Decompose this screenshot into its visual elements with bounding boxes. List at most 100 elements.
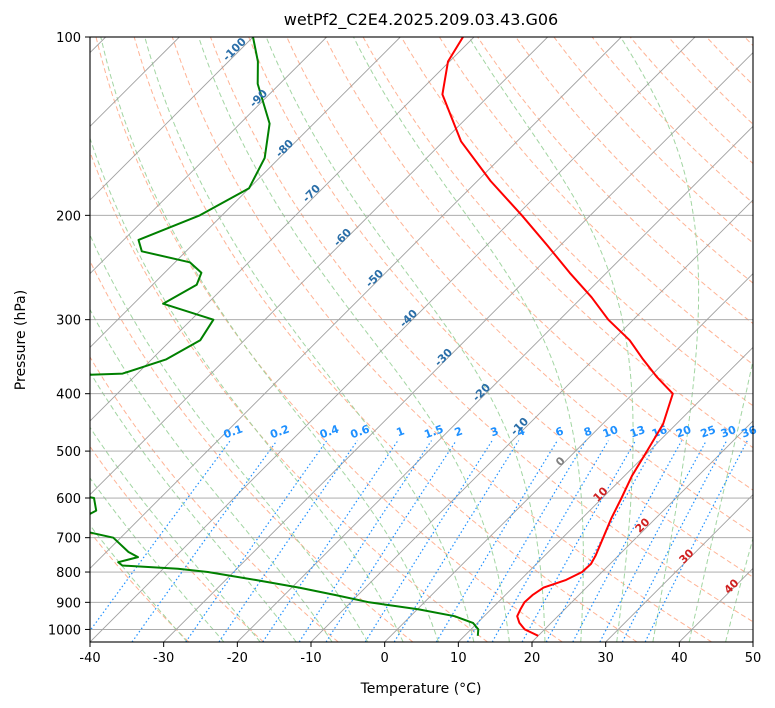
mixing-ratio-line — [545, 440, 659, 642]
isotherm-line — [458, 346, 753, 642]
moist-adiabat-line — [90, 136, 404, 642]
mixing-ratio-label: 36 — [740, 423, 759, 441]
moist-adiabat-line — [90, 233, 369, 642]
moist-adiabat-line — [90, 308, 333, 642]
mixing-ratio-label: 0.2 — [268, 422, 291, 441]
mixing-ratio-label: 10 — [601, 423, 620, 441]
temperature-line — [441, 37, 674, 637]
moist-adiabat-line — [353, 37, 584, 642]
mixing-ratio-label: 6 — [554, 424, 566, 439]
moist-adiabat-line — [620, 37, 700, 642]
y-tick-label: 500 — [56, 445, 81, 460]
dry-adiabat-line — [171, 37, 712, 642]
mixing-ratio-label: 0.6 — [349, 422, 372, 441]
mixing-ratio-line — [572, 440, 683, 642]
y-axis-label: Pressure (hPa) — [13, 290, 29, 390]
isotherm-line — [237, 125, 753, 642]
y-tick-label: 300 — [56, 314, 81, 329]
mixing-ratio-label: 1 — [395, 424, 407, 439]
mixing-ratio-label: 1.5 — [423, 422, 446, 441]
chart-title: wetPf2_C2E4.2025.209.03.43.G06 — [284, 10, 558, 30]
moist-adiabat-line — [198, 37, 510, 642]
moist-adiabat-line — [100, 37, 439, 642]
mixing-ratio-label: 20 — [674, 423, 693, 441]
mixing-ratio-line — [364, 440, 493, 642]
isotherm-line — [163, 52, 753, 642]
mixing-ratio-label: 0.4 — [318, 422, 341, 441]
x-tick-label: 0 — [381, 651, 389, 666]
mixing-ratio-label: 30 — [719, 423, 738, 441]
dry-adiabat-line — [90, 531, 190, 642]
mixing-ratio-line — [131, 440, 278, 642]
mixing-ratio-label: 0.1 — [222, 422, 245, 441]
dry-adiabat-line — [438, 37, 753, 366]
mixing-ratio-line — [393, 440, 520, 642]
isotherm-line — [90, 37, 254, 201]
isotherm-line — [310, 199, 753, 642]
isotherm-line — [605, 494, 753, 642]
isotherm-line — [90, 37, 401, 348]
mixing-ratio-labels: 0.1 0.2 0.4 0.6 1 1.5 2 3 4 6 8 10 13 16 20 25 30 36 — [222, 422, 759, 441]
x-axis-ticks: -40 -30 -20 -10 0 10 20 30 40 50 — [79, 642, 761, 666]
y-tick-label: 1000 — [48, 623, 81, 638]
mixing-ratio-line — [90, 440, 231, 632]
y-tick-label: 700 — [56, 532, 81, 547]
mixing-ratio-line — [466, 440, 587, 642]
mixing-ratio-label: 3 — [489, 424, 501, 439]
mixing-ratio-label: 25 — [699, 423, 718, 440]
y-tick-label: 100 — [56, 31, 81, 46]
isotherm-line — [90, 37, 327, 275]
x-tick-label: 10 — [450, 651, 467, 666]
x-tick-label: -20 — [227, 651, 248, 666]
y-tick-label: 900 — [56, 596, 81, 611]
mixing-ratio-line — [325, 440, 457, 642]
dry-adiabat-line — [210, 37, 753, 623]
isotherm-line — [531, 420, 753, 642]
moist-adiabat-line — [90, 426, 261, 642]
dry-adiabat-line — [90, 445, 264, 642]
x-tick-label: 40 — [671, 651, 688, 666]
y-axis-ticks: 100 200 300 400 500 600 700 800 900 1000 — [48, 31, 90, 638]
mixing-ratio-line — [521, 440, 637, 642]
isotherm-line — [90, 37, 548, 496]
moist-adiabat-line — [144, 37, 475, 642]
plot-border — [89, 36, 754, 643]
moist-adiabat-line — [688, 358, 753, 642]
mixing-ratio-label: 2 — [453, 424, 465, 439]
mixing-ratio-line — [644, 440, 748, 642]
mixing-ratio-label: 13 — [628, 423, 647, 440]
mixing-ratio-line — [262, 440, 399, 642]
y-tick-label: 400 — [56, 388, 81, 403]
y-tick-label: 200 — [56, 209, 81, 224]
x-tick-label: 50 — [745, 651, 762, 666]
mixing-ratio-line — [491, 440, 609, 642]
x-tick-label: -30 — [153, 651, 174, 666]
dry-adiabat-line — [400, 37, 753, 407]
x-tick-label: 20 — [524, 651, 541, 666]
moist-adiabat-line — [725, 536, 753, 642]
mixing-ratio-line — [185, 440, 328, 642]
x-tick-label: -10 — [300, 651, 321, 666]
dry-adiabat-line — [95, 37, 563, 642]
dewpoint-line — [90, 37, 480, 636]
isotherm-line — [384, 273, 753, 642]
dry-adiabat-line — [324, 37, 753, 491]
x-axis-label: Temperature (°C) — [360, 681, 482, 697]
mixing-ratio-label: 8 — [582, 424, 594, 439]
mixing-ratio-line — [298, 440, 432, 642]
moist-adiabat-line — [265, 37, 546, 642]
isotherm-line — [90, 37, 696, 642]
dry-adiabat-line — [248, 37, 753, 578]
moist-adiabat-line — [90, 477, 225, 642]
dry-adiabat-line — [515, 37, 753, 284]
dry-adiabat-line — [90, 356, 339, 642]
y-tick-label: 600 — [56, 492, 81, 507]
dry-adiabat-line — [133, 37, 638, 642]
mixing-ratio-line — [435, 440, 558, 642]
background-lines — [90, 37, 753, 642]
mixing-ratio-label: 4 — [515, 424, 527, 439]
x-tick-label: -40 — [79, 651, 100, 666]
y-tick-label: 800 — [56, 566, 81, 581]
x-tick-label: 30 — [597, 651, 614, 666]
